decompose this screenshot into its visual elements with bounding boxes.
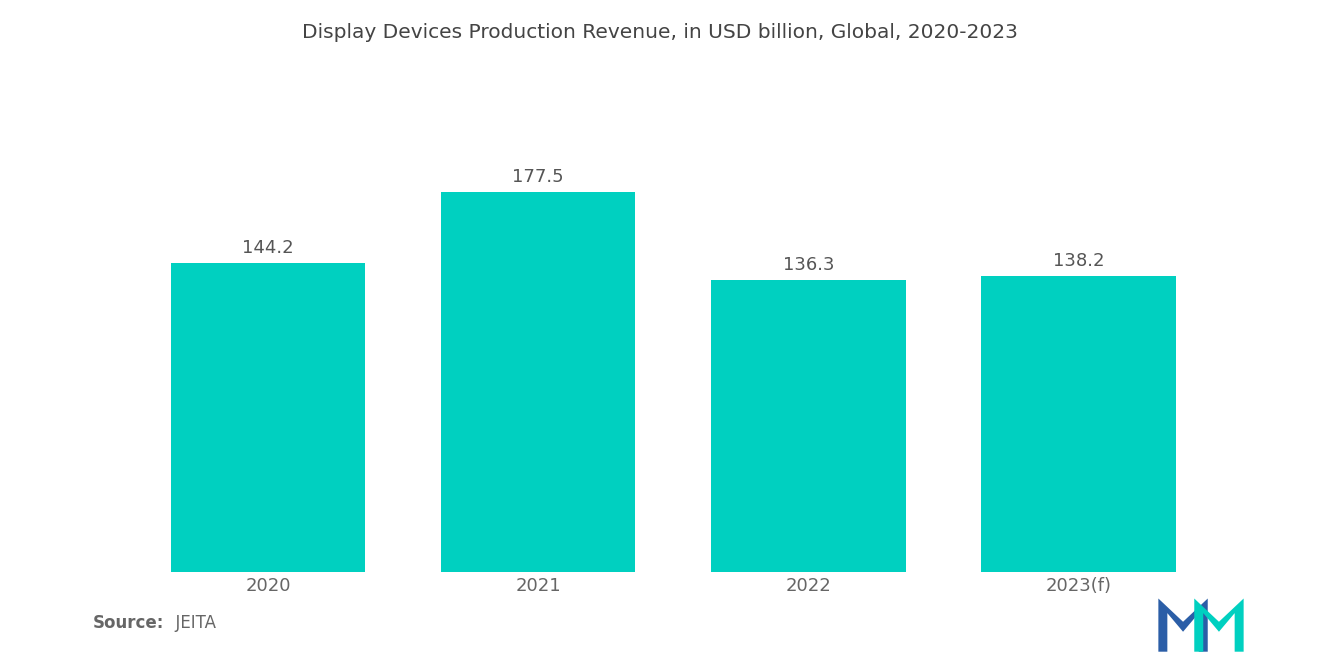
Text: Source:: Source: bbox=[92, 614, 164, 632]
Polygon shape bbox=[1159, 598, 1208, 652]
Text: 177.5: 177.5 bbox=[512, 168, 564, 186]
Text: 136.3: 136.3 bbox=[783, 256, 834, 274]
Text: 144.2: 144.2 bbox=[242, 239, 294, 257]
Text: Display Devices Production Revenue, in USD billion, Global, 2020-2023: Display Devices Production Revenue, in U… bbox=[302, 23, 1018, 43]
Text: JEITA: JEITA bbox=[165, 614, 216, 632]
Bar bbox=[441, 192, 635, 572]
Bar bbox=[711, 280, 906, 572]
Polygon shape bbox=[1195, 598, 1243, 652]
Text: 138.2: 138.2 bbox=[1052, 252, 1104, 270]
Bar bbox=[981, 276, 1176, 572]
Bar bbox=[170, 263, 366, 572]
